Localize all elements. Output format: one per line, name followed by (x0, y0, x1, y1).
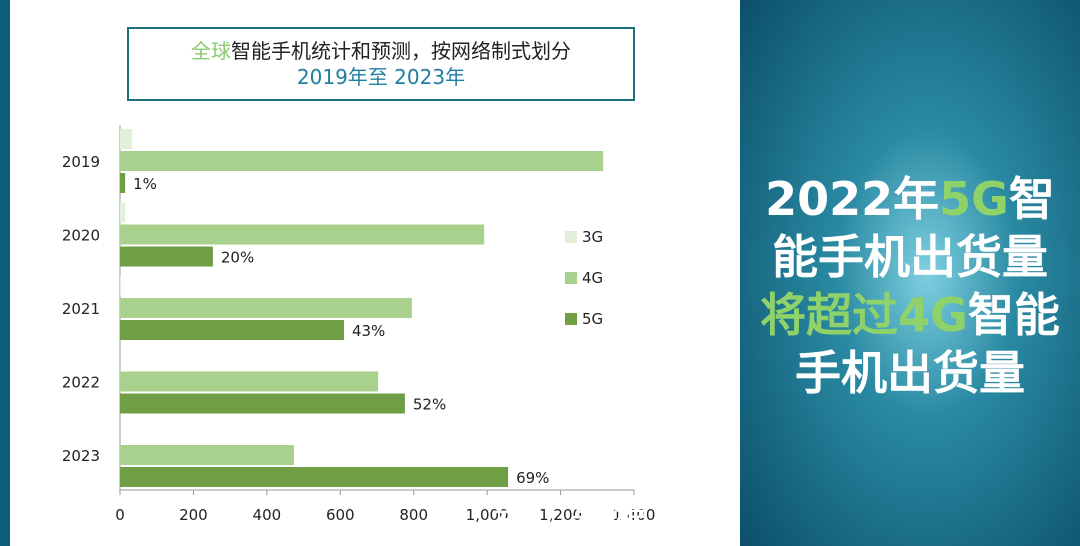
bar (120, 467, 509, 487)
side-line: 将超过4G智能 (760, 288, 1060, 342)
bar (120, 246, 213, 267)
y-tick-label: 2023 (62, 447, 100, 465)
bar (120, 202, 126, 223)
watermark: 号 / 泉源兔子 (491, 492, 730, 538)
bar (120, 320, 344, 340)
x-tick-label: 0 (115, 506, 125, 524)
bar (120, 129, 133, 149)
bar-annotation: 20% (221, 249, 254, 267)
side-line: 2022年5G智 (765, 172, 1055, 226)
bar-annotation: 69% (516, 469, 549, 487)
x-tick-label: 200 (179, 506, 208, 524)
legend-label: 3G (582, 228, 603, 246)
x-tick-label: 400 (253, 506, 282, 524)
side-line: 手机出货量 (795, 346, 1025, 400)
bar (120, 151, 604, 171)
y-tick-label: 2019 (62, 153, 100, 171)
side-segment: 5G (939, 172, 1009, 226)
bar-annotation: 43% (352, 322, 385, 340)
side-segment: 将超过4G (760, 288, 968, 342)
x-tick-label: 600 (326, 506, 355, 524)
chart-title: 全球智能手机统计和预测，按网络制式划分 (191, 39, 571, 63)
bar-annotation: 52% (413, 396, 446, 414)
title-box (127, 27, 635, 101)
chart-subtitle: 2019年至 2023年 (297, 65, 465, 89)
x-tick-label: 800 (399, 506, 428, 524)
bar (120, 173, 126, 193)
legend-label: 5G (582, 310, 603, 328)
bar (120, 224, 485, 245)
side-segment: 手机出货量 (795, 346, 1025, 400)
legend-label: 4G (582, 269, 603, 287)
bar (120, 445, 295, 465)
bar (120, 393, 405, 414)
x-tick-label: 1,000 (466, 506, 509, 524)
side-segment: 智能 (968, 288, 1060, 342)
side-segment: 能手机出货量 (772, 230, 1048, 284)
x-tick-label: 1,200 (539, 506, 582, 524)
y-tick-label: 2021 (62, 300, 100, 318)
title-highlight: 全球 (191, 39, 231, 63)
title-rest: 智能手机统计和预测，按网络制式划分 (231, 39, 571, 63)
x-tick-label: 1,400 (613, 506, 656, 524)
y-tick-label: 2022 (62, 374, 100, 392)
bar (120, 276, 122, 296)
side-segment: 智 (1009, 172, 1055, 226)
legend-swatch (565, 231, 577, 243)
bar-annotation: 1% (133, 175, 157, 193)
side-segment: 2022年 (765, 172, 939, 226)
y-tick-label: 2020 (62, 227, 100, 245)
legend-swatch (565, 272, 577, 284)
bar (120, 298, 412, 318)
bar (120, 371, 379, 392)
starburst-panel (740, 0, 1080, 546)
legend-swatch (565, 313, 577, 325)
side-line: 能手机出货量 (772, 230, 1048, 284)
